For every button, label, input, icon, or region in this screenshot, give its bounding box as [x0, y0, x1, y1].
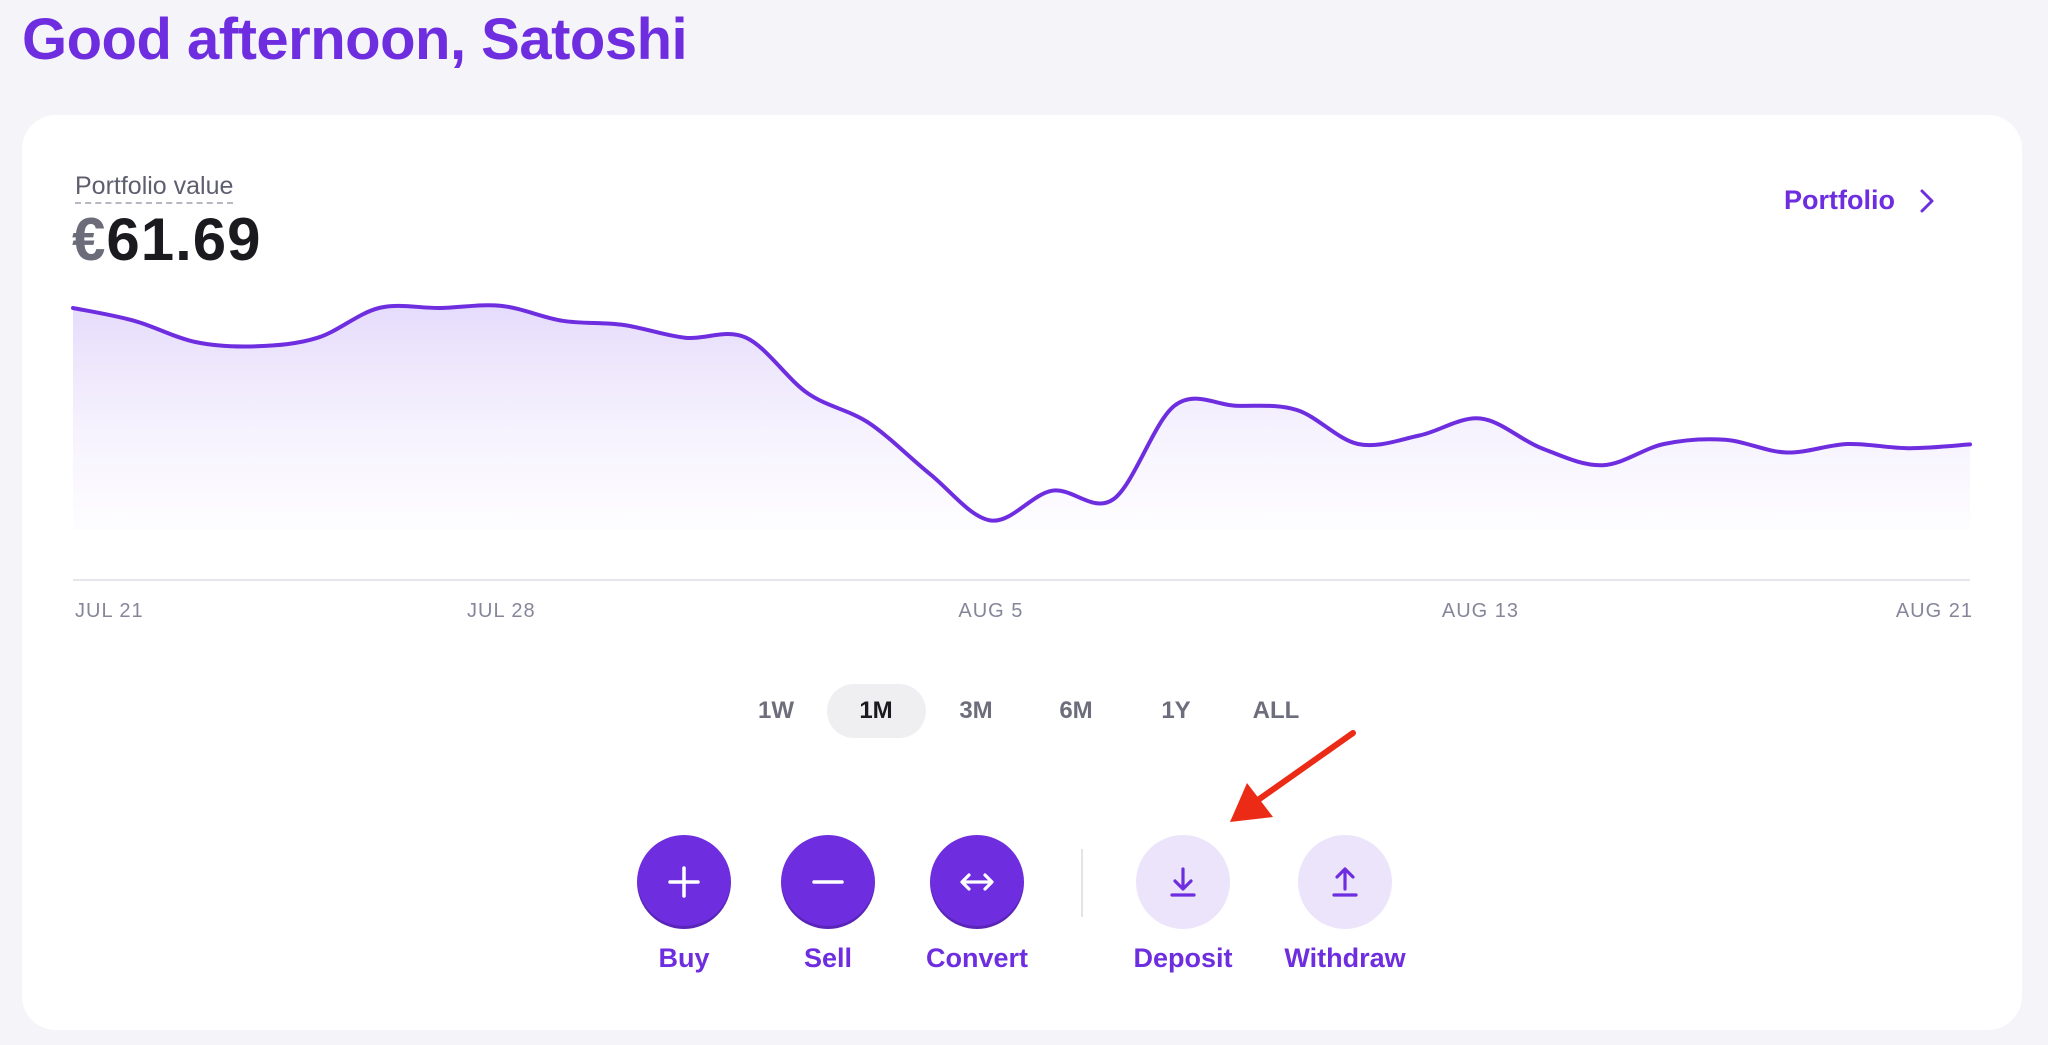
- chart-area-fill: [73, 305, 1970, 530]
- portfolio-value-label[interactable]: Portfolio value: [75, 172, 234, 204]
- range-1m[interactable]: 1M: [826, 684, 926, 738]
- portfolio-value: €61.69: [72, 205, 262, 274]
- withdraw-button[interactable]: Withdraw: [1265, 835, 1425, 974]
- range-1w[interactable]: 1W: [758, 697, 794, 724]
- minus-icon: [812, 880, 844, 884]
- withdraw-label: Withdraw: [1284, 943, 1406, 973]
- range-3m[interactable]: 3M: [959, 697, 993, 724]
- chart-series-line: [71, 303, 1972, 523]
- time-range-selector: 1W 1M 3M 6M 1Y ALL: [22, 684, 2022, 738]
- x-tick-label: AUG 5: [958, 600, 1023, 622]
- deposit-button[interactable]: Deposit: [1103, 835, 1263, 974]
- portfolio-chart: JUL 21 JUL 28 AUG 5 AUG 13 AUG 21: [71, 303, 1973, 622]
- upload-icon: [1332, 867, 1358, 897]
- range-1y[interactable]: 1Y: [1161, 697, 1191, 724]
- swap-horizontal-icon: [960, 873, 994, 891]
- action-bar: Buy Sell Convert Deposit Withdraw: [22, 835, 2022, 995]
- x-tick-label: AUG 13: [1442, 600, 1519, 622]
- buy-button[interactable]: Buy: [604, 835, 764, 974]
- convert-label: Convert: [925, 943, 1028, 973]
- portfolio-card: JUL 21 JUL 28 AUG 5 AUG 13 AUG 21 Portfolio …: [22, 115, 2022, 1030]
- range-6m[interactable]: 6M: [1059, 697, 1093, 724]
- portfolio-link-label: Portfolio: [1784, 185, 1895, 215]
- portfolio-link[interactable]: Portfolio: [1784, 185, 1937, 216]
- sell-label: Sell: [803, 943, 853, 973]
- deposit-label: Deposit: [1133, 943, 1233, 973]
- action-divider: [1081, 849, 1083, 917]
- x-tick-label: JUL 21: [75, 600, 144, 622]
- plus-icon: [668, 866, 700, 898]
- portfolio-amount: 61.69: [106, 206, 262, 273]
- download-icon: [1170, 867, 1196, 897]
- x-tick-label: JUL 28: [467, 600, 536, 622]
- sell-button[interactable]: Sell: [748, 835, 908, 974]
- x-tick-label: AUG 21: [1896, 600, 1973, 622]
- buy-label: Buy: [658, 943, 710, 973]
- greeting-heading: Good afternoon, Satoshi: [22, 7, 688, 72]
- chevron-right-icon: [1920, 189, 1934, 212]
- range-all[interactable]: ALL: [1252, 697, 1300, 724]
- currency-symbol: €: [72, 206, 107, 273]
- convert-button[interactable]: Convert: [897, 835, 1057, 974]
